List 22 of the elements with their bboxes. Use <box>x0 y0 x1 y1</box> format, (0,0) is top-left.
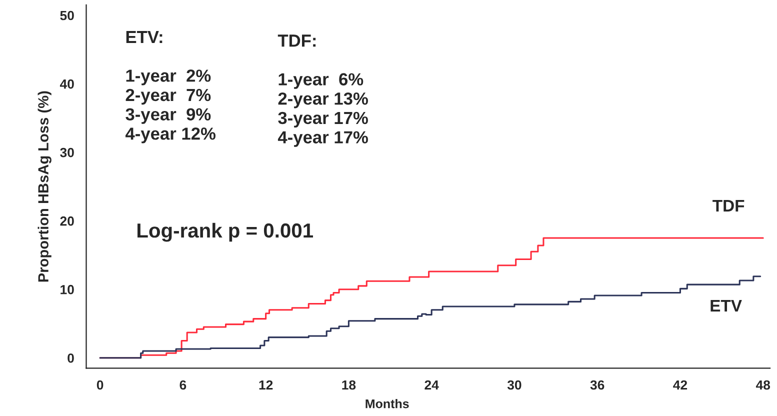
x-tick-label: 6 <box>180 380 186 390</box>
x-tick-label: 24 <box>424 380 439 390</box>
y-tick-label: 50 <box>60 10 74 20</box>
text: ETV: 1-year 2% 2-year 7% 3-year 9% 4-year 12% <box>125 31 216 144</box>
y-tick-label: 10 <box>60 284 74 294</box>
x-tick-label: 18 <box>342 380 356 390</box>
y-tick-label: 20 <box>60 216 74 226</box>
x-axis-title: Months <box>366 399 409 408</box>
series-label: ETV <box>710 300 742 312</box>
annotation: Log-rank p = 0.001 <box>138 222 313 242</box>
series-label: TDF <box>712 200 744 212</box>
y-tick-label: 30 <box>60 148 74 158</box>
y-tick-label: 0 <box>68 353 74 363</box>
y-axis-title: Proportion HBsAg Loss (%) <box>38 91 52 282</box>
x-tick-label: 0 <box>96 380 104 390</box>
x-tick-label: 12 <box>259 380 273 390</box>
x-tick-label: 30 <box>507 380 522 390</box>
x-tick-label: 48 <box>756 380 770 390</box>
x-tick-label: 42 <box>673 380 688 390</box>
y-tick-label: 40 <box>60 79 74 89</box>
x-tick-label: 36 <box>590 380 604 390</box>
text: TDF: 1-year 6% 2-year 13% 3-year 17% 4-year 17% <box>278 34 368 147</box>
